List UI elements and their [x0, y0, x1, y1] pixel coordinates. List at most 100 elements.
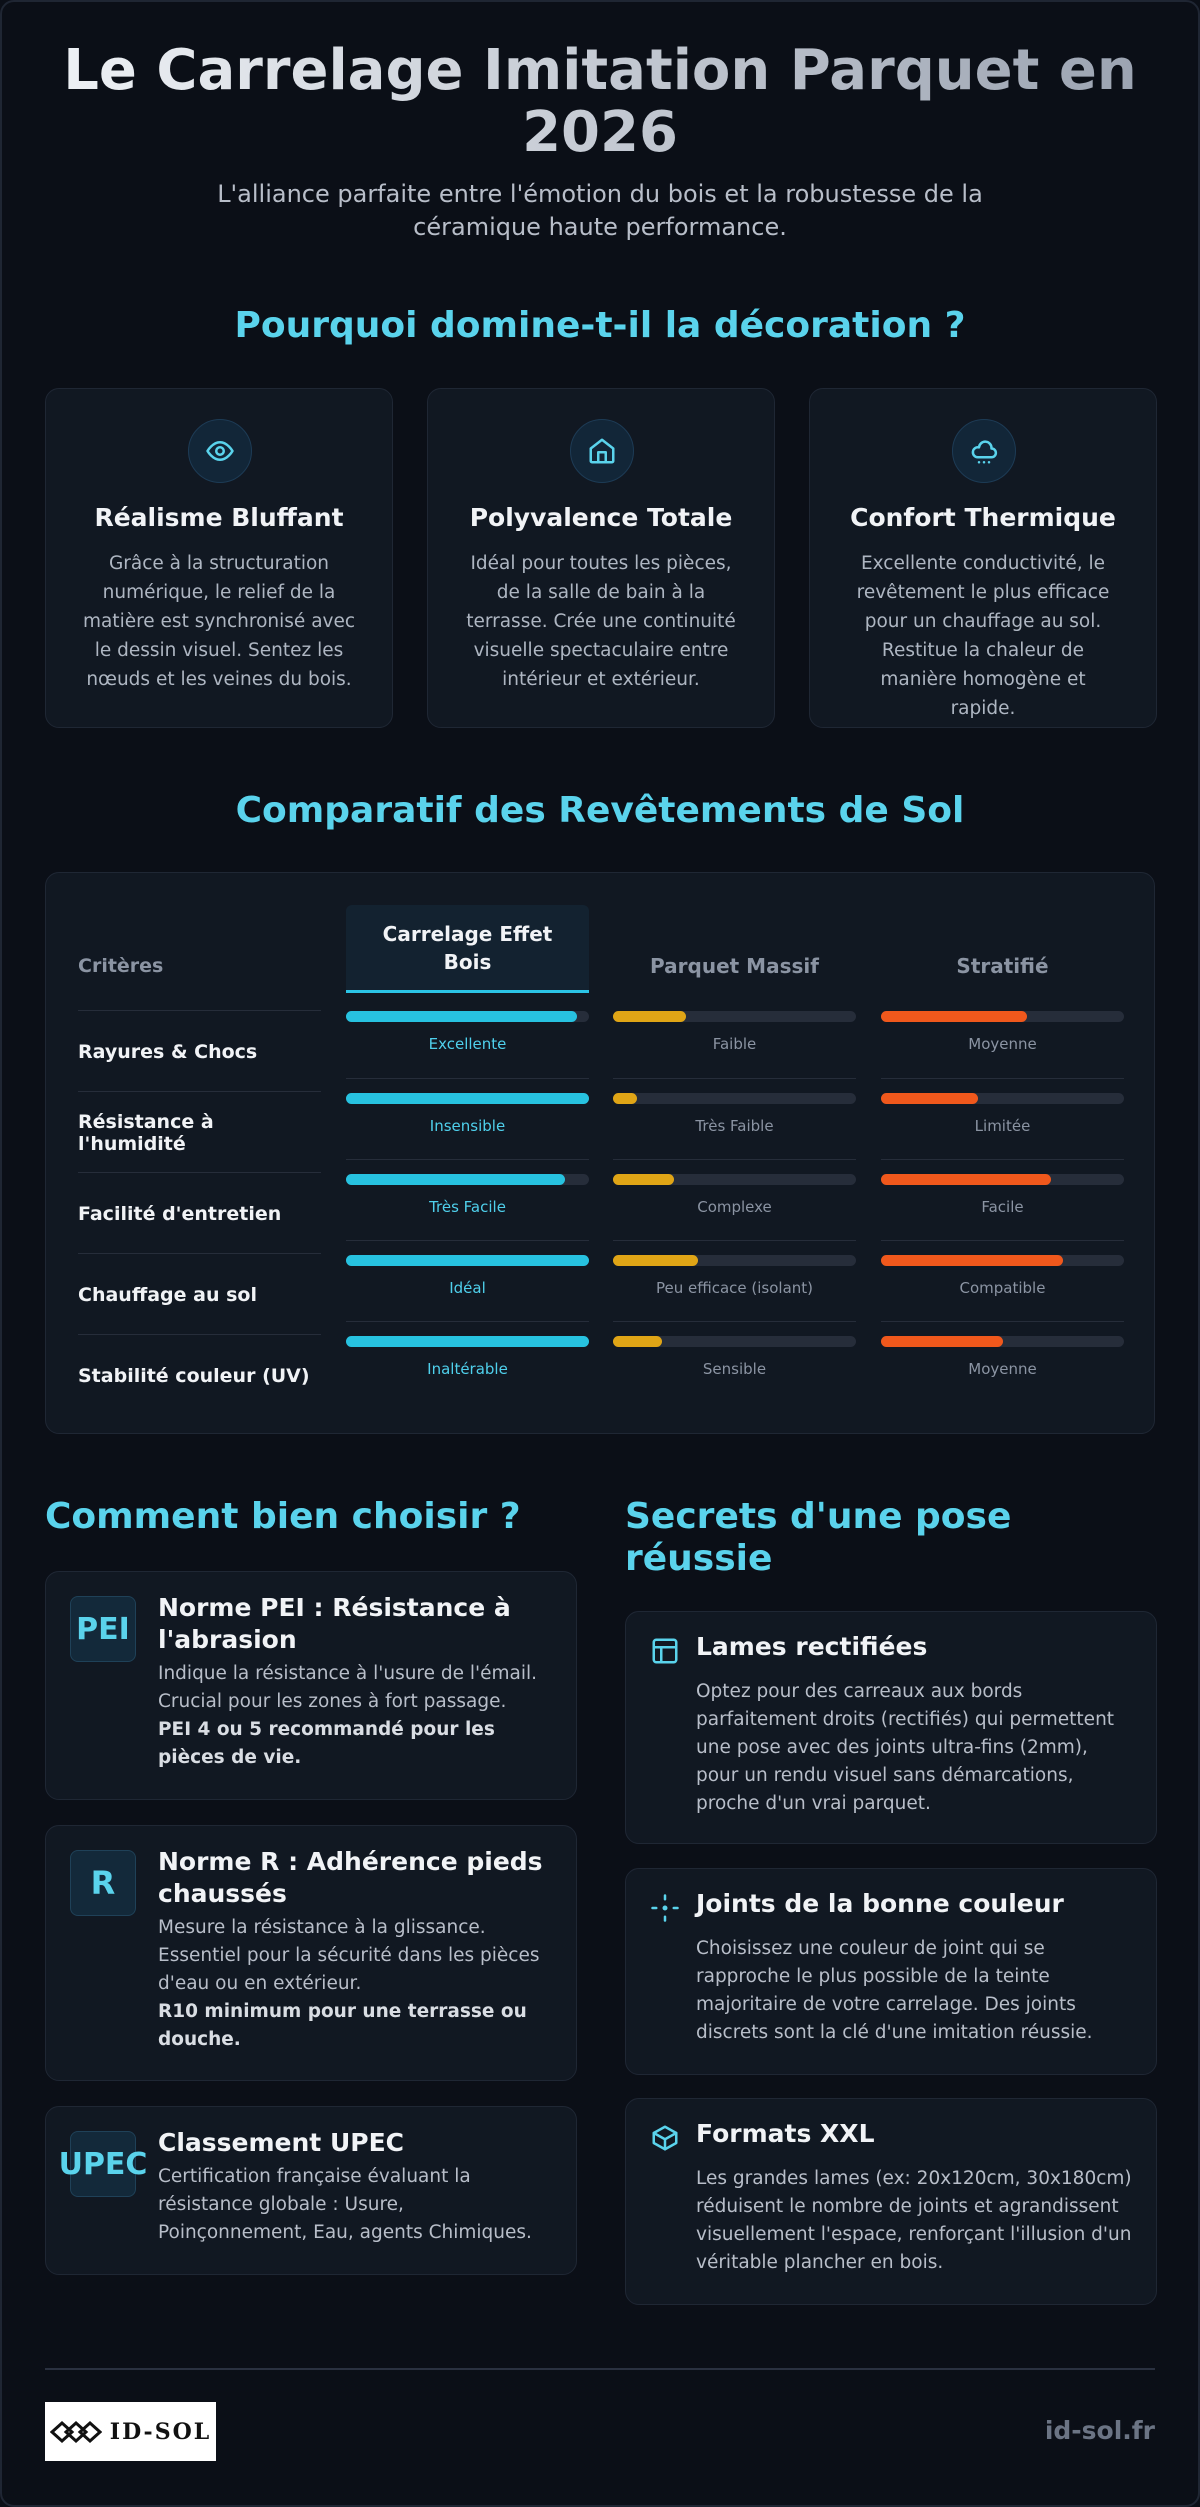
- rating-label: Compatible: [959, 1279, 1046, 1297]
- icon-part: [652, 2125, 678, 2151]
- rating-label: Peu efficace (isolant): [655, 1279, 814, 1297]
- icon-part: [651, 1894, 679, 1922]
- card-text: Idéal pour toutes les pièces, de la sall…: [466, 553, 736, 690]
- card-text: Certification française évaluant la rési…: [158, 2166, 532, 2243]
- bar-track: [613, 1336, 856, 1347]
- recommendation: R10 minimum pour une terrasse ou douche.: [158, 2001, 527, 2050]
- bar-track: [346, 1174, 589, 1185]
- tip-card: Formats XXL Les grandes lames (ex: 20x120…: [625, 2098, 1157, 2305]
- logo-icon: [49, 2420, 102, 2443]
- section-heading: Secrets d'une pose réussie: [625, 1496, 1012, 1579]
- icon: [952, 419, 1016, 483]
- criterion: Stabilité couleur (UV): [78, 1334, 321, 1416]
- icon: [650, 1893, 680, 1923]
- card-title: Joints de la bonne couleur: [696, 1889, 1064, 1918]
- rating-cell: Faible: [613, 997, 856, 1078]
- rating-label: Idéal: [449, 1279, 486, 1297]
- site-url: id-sol.fr: [1044, 2416, 1155, 2445]
- icon-part: [662, 1905, 668, 1911]
- logo-text: ID-SOL: [109, 2418, 212, 2445]
- bar-track: [346, 1093, 589, 1104]
- criteria-card: UPEC Classement UPEC Certification françai…: [45, 2106, 577, 2275]
- bar-track: [346, 1255, 589, 1266]
- rating-label: Très Faible: [695, 1117, 774, 1135]
- badge: R: [70, 1850, 136, 1916]
- divider: [45, 2368, 1155, 2370]
- card-title: Polyvalence Totale: [469, 503, 733, 532]
- rating-bar: [613, 1255, 699, 1266]
- icon-part: [652, 1638, 678, 1664]
- rating-cell: Complexe: [613, 1159, 856, 1241]
- rating-bar: [613, 1336, 662, 1347]
- card-title: Norme PEI : Résistance à l'abrasion: [158, 1593, 511, 1654]
- rating-bar: [881, 1255, 1064, 1266]
- card-title: Norme R : Adhérence pieds chaussés: [158, 1847, 543, 1908]
- rating-cell: Limitée: [881, 1078, 1124, 1160]
- column-header: Parquet Massif: [650, 954, 819, 978]
- section-heading: Comment bien choisir ?: [45, 1496, 521, 1537]
- rating-cell: Inaltérable: [346, 1321, 589, 1403]
- bar-track: [346, 1336, 589, 1347]
- recommendation: PEI 4 ou 5 recommandé pour les pièces de…: [158, 1719, 495, 1768]
- column-header: Carrelage Effet Bois: [346, 905, 589, 993]
- bar-track: [881, 1174, 1124, 1185]
- bar-track: [881, 1093, 1124, 1104]
- icon: [650, 1636, 680, 1666]
- rating-label: Faible: [712, 1035, 757, 1053]
- bar-track: [613, 1011, 856, 1022]
- rating-bar: [346, 1093, 589, 1104]
- card-text-block: Mesure la résistance à la glissance. Ess…: [158, 1914, 554, 2054]
- icon: [188, 419, 252, 483]
- rating-cell: Peu efficace (isolant): [613, 1240, 856, 1322]
- badge: UPEC: [59, 2131, 147, 2197]
- bar-track: [613, 1174, 856, 1185]
- criterion: Chauffage au sol: [78, 1253, 321, 1335]
- rating-cell: Insensible: [346, 1078, 589, 1160]
- rating-cell: Idéal: [346, 1240, 589, 1322]
- rating-label: Limitée: [974, 1117, 1031, 1135]
- criterion: Rayures & Chocs: [78, 1010, 321, 1092]
- rating-bar: [881, 1336, 1003, 1347]
- icon-part: [652, 1638, 678, 1664]
- logo: ID-SOL: [45, 2402, 216, 2461]
- icon-part: [651, 1894, 679, 1922]
- card-title: Classement UPEC: [158, 2128, 405, 2157]
- icon-part: [971, 440, 998, 459]
- card-title: Formats XXL: [696, 2119, 875, 2148]
- rating-bar: [346, 1174, 565, 1185]
- rating-label: Très Facile: [429, 1198, 506, 1216]
- icon-part: [206, 441, 234, 461]
- card-text: Mesure la résistance à la glissance. Ess…: [158, 1917, 540, 1994]
- page-title: Le Carrelage Imitation Parquet en 2026: [52, 40, 1148, 164]
- feature-card: Réalisme Bluffant Grâce à la structuratio…: [45, 388, 393, 728]
- tip-card: Lames rectifiées Optez pour des carreaux …: [625, 1611, 1157, 1844]
- criterion: Facilité d'entretien: [78, 1172, 321, 1254]
- card-text: Optez pour des carreaux aux bords parfai…: [696, 1681, 1115, 1814]
- card-text: Choisissez une couleur de joint qui se r…: [696, 1938, 1093, 2043]
- icon-part: [589, 438, 615, 464]
- rating-cell: Moyenne: [881, 1321, 1124, 1403]
- bar-track: [881, 1011, 1124, 1022]
- icon-part: [971, 440, 998, 464]
- rating-bar: [881, 1174, 1052, 1185]
- card-text-block: Indique la résistance à l'usure de l'éma…: [158, 1660, 554, 1772]
- bar-track: [613, 1093, 856, 1104]
- icon: [650, 2123, 680, 2153]
- rating-label: Facile: [981, 1198, 1024, 1216]
- rating-cell: Très Facile: [346, 1159, 589, 1241]
- rating-bar: [881, 1011, 1027, 1022]
- card-text-block: Certification française évaluant la rési…: [158, 2163, 554, 2247]
- icon-part: [206, 441, 234, 461]
- rating-label: Moyenne: [968, 1360, 1037, 1378]
- badge: PEI: [70, 1596, 136, 1662]
- card-title: Lames rectifiées: [696, 1632, 928, 1661]
- icon-part: [652, 2131, 678, 2151]
- section-heading: Pourquoi domine-t-il la décoration ?: [234, 305, 966, 346]
- rating-bar: [346, 1011, 577, 1022]
- card-text: Excellente conductivité, le revêtement l…: [856, 553, 1110, 719]
- bar-track: [881, 1255, 1124, 1266]
- section-heading: Comparatif des Revêtements de Sol: [235, 790, 965, 831]
- feature-card: Polyvalence Totale Idéal pour toutes les …: [427, 388, 775, 728]
- icon-part: [589, 438, 615, 464]
